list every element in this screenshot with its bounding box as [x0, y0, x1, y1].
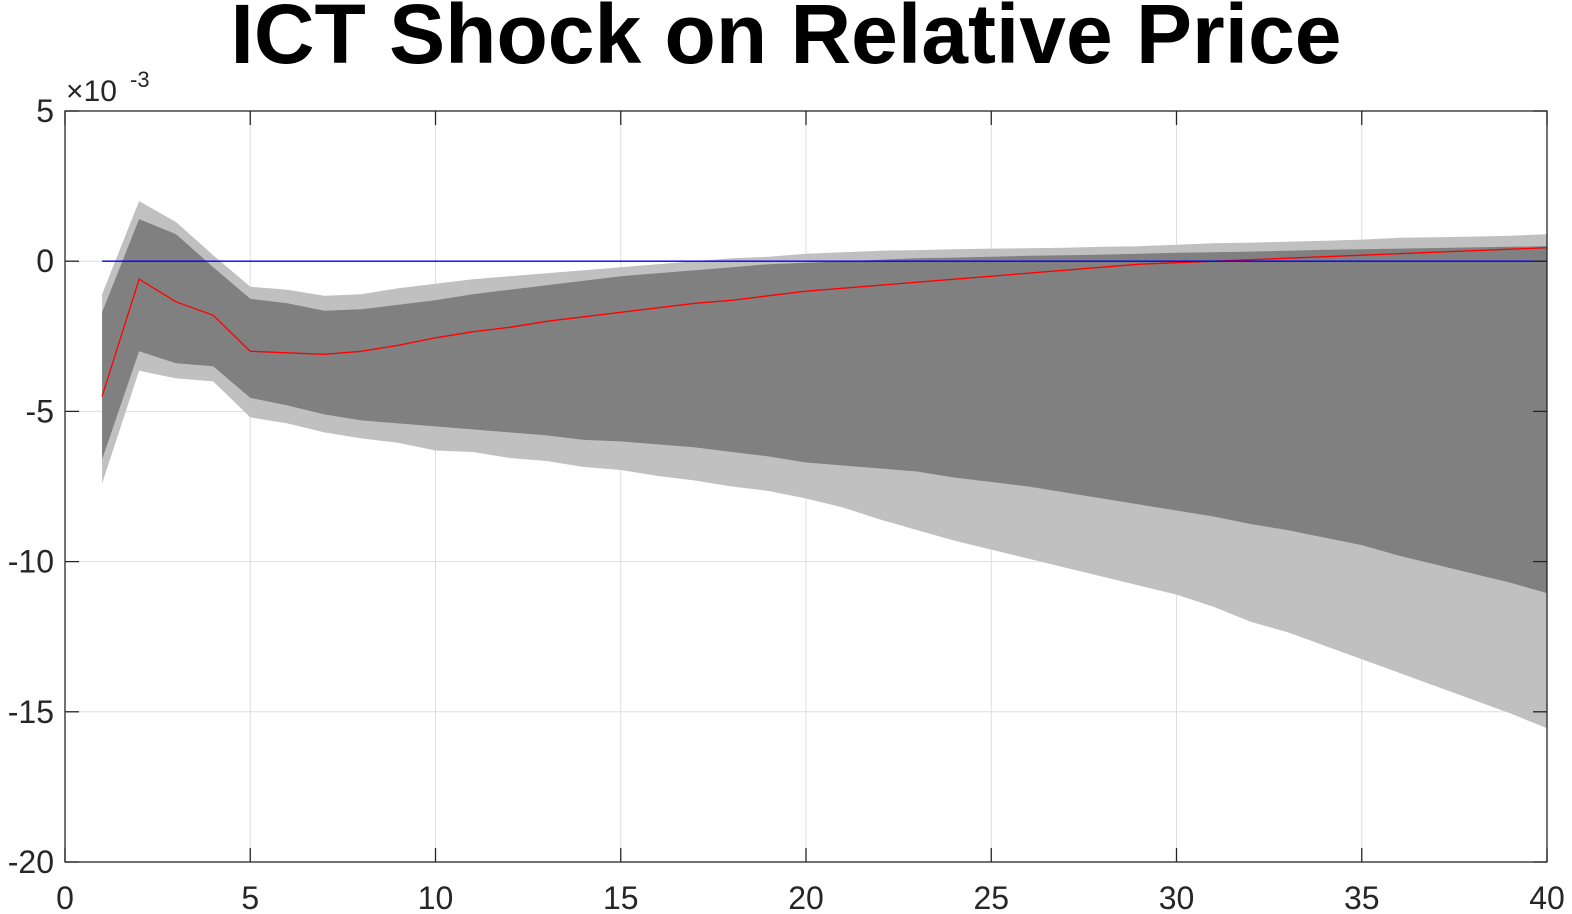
x-tick-label-0: 0	[56, 880, 74, 914]
y-tick-label-1: 0	[36, 243, 54, 279]
band-layer	[102, 201, 1548, 729]
x-tick-label-2: 10	[418, 880, 454, 914]
tick-layer	[64, 110, 1548, 863]
y-tick-label-2: -5	[26, 393, 54, 429]
y-tick-label-4: -15	[8, 694, 54, 730]
label-layer: 0 5 10 15 20 25 30 35 40 5 0 -5 -10 -15 -20	[8, 93, 1565, 914]
x-tick-label-4: 20	[788, 880, 824, 914]
y-tick-label-5: -20	[8, 844, 54, 880]
x-tick-label-7: 35	[1344, 880, 1380, 914]
y-tick-label-0: 5	[36, 93, 54, 129]
line-layer	[101, 247, 1548, 397]
x-tick-label-3: 15	[603, 880, 639, 914]
y-exponent-base: ×10	[66, 75, 117, 108]
x-tick-label-6: 30	[1159, 880, 1195, 914]
inner-band-area	[102, 219, 1548, 594]
x-tick-label-8: 40	[1529, 880, 1565, 914]
median-response-line	[101, 247, 1548, 397]
y-exponent-power: -3	[130, 67, 150, 92]
x-tick-label-5: 25	[973, 880, 1009, 914]
chart-title: ICT Shock on Relative Price	[230, 0, 1342, 81]
y-tick-label-3: -10	[8, 544, 54, 580]
x-tick-label-1: 5	[241, 880, 259, 914]
